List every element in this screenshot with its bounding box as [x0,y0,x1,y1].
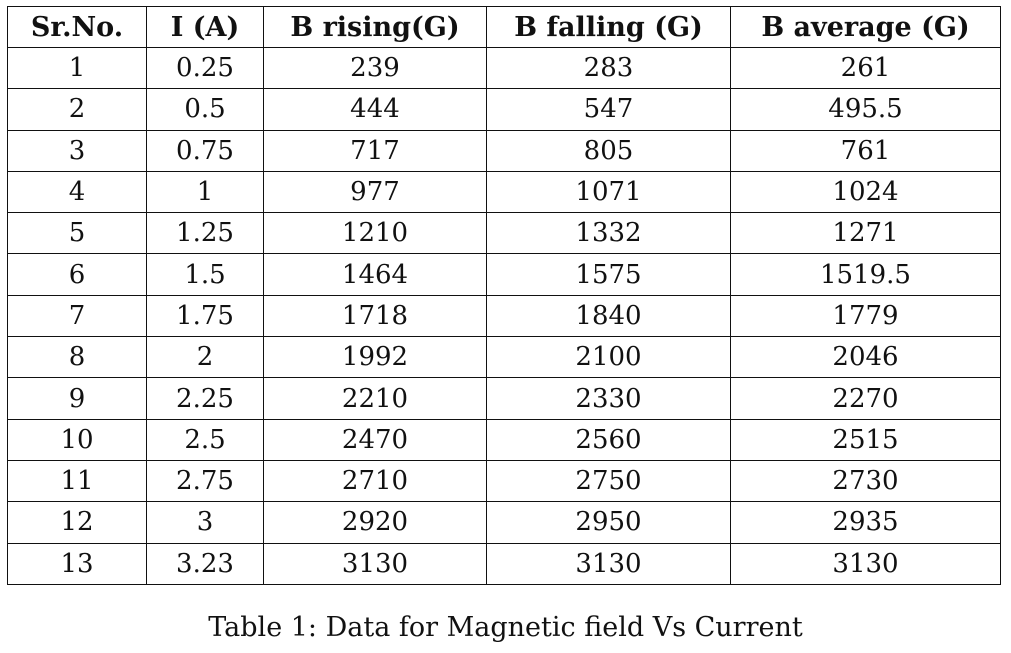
header-b-falling: B falling (G) [486,6,731,48]
cell-current: 2.25 [146,377,264,420]
cell-b-falling: 2100 [486,336,731,379]
cell-b-falling: 2950 [486,501,731,544]
table-caption: Table 1: Data for Magnetic field Vs Curr… [208,612,803,643]
cell-b-average: 3130 [730,542,1001,585]
cell-current: 0.5 [146,88,264,131]
cell-b-rising: 444 [263,88,487,131]
header-sr-no: Sr.No. [7,6,147,48]
cell-current: 2.75 [146,459,264,503]
cell-sr-no: 1 [7,46,147,90]
table-body: 1 0.25 239 283 261 2 0.5 444 547 495.5 3 0.75 717 805… [7,46,1001,585]
cell-sr-no: 12 [7,501,147,544]
cell-b-average: 2270 [730,377,1001,420]
cell-b-average: 2046 [730,336,1001,379]
table-row: 8 2 1992 2100 2046 [7,336,1001,379]
table-row: 9 2.25 2210 2330 2270 [7,377,1001,420]
table-row: 3 0.75 717 805 761 [7,129,1001,172]
cell-b-rising: 2710 [263,459,487,503]
cell-b-rising: 717 [263,129,487,172]
cell-b-falling: 1575 [486,253,731,296]
cell-current: 1.5 [146,253,264,296]
table-header: Sr.No. I (A) B rising(G) B falling (G) B ave… [7,6,1001,48]
cell-current: 0.75 [146,129,264,172]
cell-sr-no: 4 [7,170,147,214]
cell-sr-no: 13 [7,542,147,585]
cell-current: 2.5 [146,418,264,461]
cell-sr-no: 6 [7,253,147,296]
cell-current: 3 [146,501,264,544]
cell-current: 0.25 [146,46,264,90]
table-row: 11 2.75 2710 2750 2730 [7,459,1001,503]
table-row: 5 1.25 1210 1332 1271 [7,212,1001,255]
cell-b-falling: 805 [486,129,731,172]
header-current: I (A) [146,6,264,48]
cell-b-falling: 547 [486,88,731,131]
cell-b-rising: 2470 [263,418,487,461]
cell-current: 2 [146,336,264,379]
cell-sr-no: 2 [7,88,147,131]
header-b-average: B average (G) [730,6,1001,48]
cell-b-rising: 2210 [263,377,487,420]
cell-b-falling: 283 [486,46,731,90]
cell-b-rising: 1464 [263,253,487,296]
cell-b-average: 1024 [730,170,1001,214]
cell-current: 1.25 [146,212,264,255]
cell-b-average: 2935 [730,501,1001,544]
cell-b-rising: 239 [263,46,487,90]
cell-sr-no: 5 [7,212,147,255]
cell-b-rising: 3130 [263,542,487,585]
cell-current: 1 [146,170,264,214]
cell-b-average: 495.5 [730,88,1001,131]
cell-b-average: 2515 [730,418,1001,461]
cell-b-average: 2730 [730,459,1001,503]
cell-b-average: 261 [730,46,1001,90]
cell-b-falling: 3130 [486,542,731,585]
data-table-container: Sr.No. I (A) B rising(G) B falling (G) B ave… [7,6,1001,585]
table-row: 4 1 977 1071 1024 [7,170,1001,214]
header-b-rising: B rising(G) [263,6,487,48]
cell-b-falling: 2560 [486,418,731,461]
header-row: Sr.No. I (A) B rising(G) B falling (G) B ave… [7,6,1001,48]
cell-b-falling: 1071 [486,170,731,214]
cell-b-falling: 1332 [486,212,731,255]
cell-b-average: 1779 [730,294,1001,338]
cell-b-average: 761 [730,129,1001,172]
cell-current: 3.23 [146,542,264,585]
cell-sr-no: 8 [7,336,147,379]
cell-b-rising: 1992 [263,336,487,379]
cell-sr-no: 9 [7,377,147,420]
table-row: 6 1.5 1464 1575 1519.5 [7,253,1001,296]
table-row: 7 1.75 1718 1840 1779 [7,294,1001,338]
cell-b-rising: 977 [263,170,487,214]
cell-b-rising: 1210 [263,212,487,255]
table-row: 1 0.25 239 283 261 [7,46,1001,90]
cell-sr-no: 3 [7,129,147,172]
cell-sr-no: 7 [7,294,147,338]
cell-b-rising: 2920 [263,501,487,544]
cell-b-average: 1271 [730,212,1001,255]
cell-sr-no: 10 [7,418,147,461]
table-row: 13 3.23 3130 3130 3130 [7,542,1001,585]
cell-b-average: 1519.5 [730,253,1001,296]
cell-b-falling: 2750 [486,459,731,503]
table-row: 2 0.5 444 547 495.5 [7,88,1001,131]
cell-b-rising: 1718 [263,294,487,338]
cell-sr-no: 11 [7,459,147,503]
cell-b-falling: 2330 [486,377,731,420]
cell-b-falling: 1840 [486,294,731,338]
magnetic-field-data-table: Sr.No. I (A) B rising(G) B falling (G) B ave… [7,6,1001,585]
cell-current: 1.75 [146,294,264,338]
table-row: 10 2.5 2470 2560 2515 [7,418,1001,461]
table-row: 12 3 2920 2950 2935 [7,501,1001,544]
